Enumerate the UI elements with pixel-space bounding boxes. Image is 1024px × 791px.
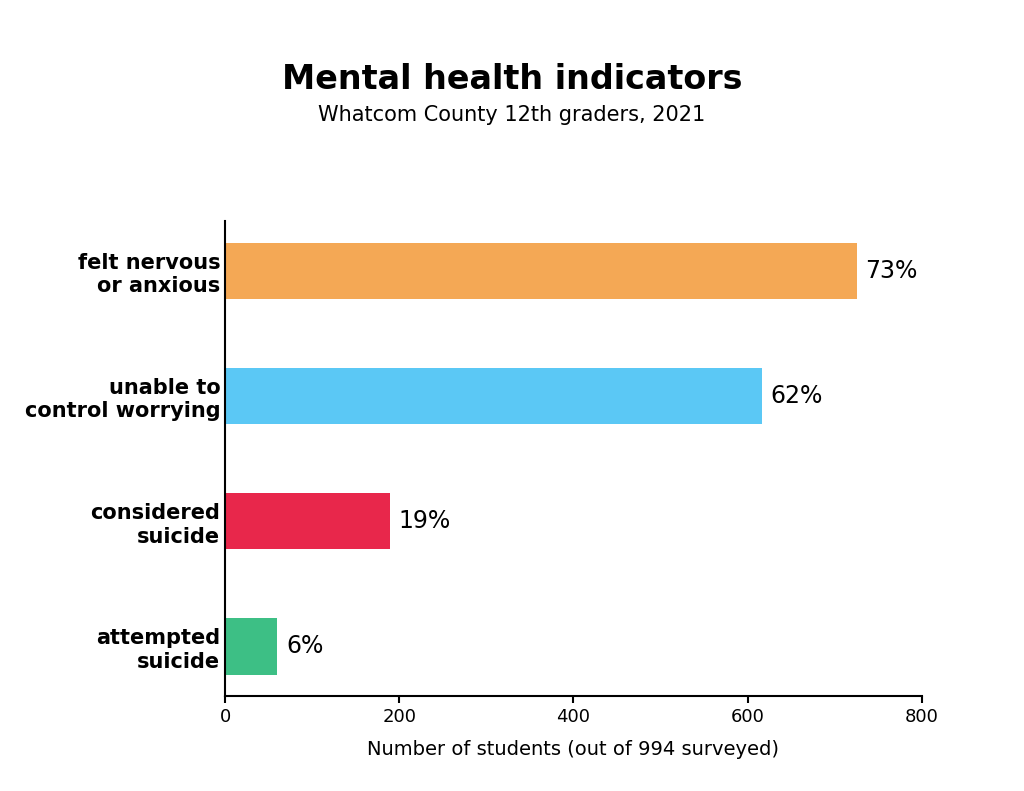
Text: 73%: 73% [865, 259, 918, 283]
Text: 19%: 19% [398, 509, 451, 533]
Text: Mental health indicators: Mental health indicators [282, 62, 742, 96]
Bar [225, 243, 857, 299]
Text: Whatcom County 12th graders, 2021: Whatcom County 12th graders, 2021 [318, 104, 706, 125]
Bar [225, 493, 390, 550]
Text: 6%: 6% [286, 634, 324, 658]
X-axis label: Number of students (out of 994 surveyed): Number of students (out of 994 surveyed) [368, 740, 779, 759]
Bar [225, 368, 762, 425]
Bar [225, 619, 278, 675]
Text: 62%: 62% [770, 384, 822, 408]
